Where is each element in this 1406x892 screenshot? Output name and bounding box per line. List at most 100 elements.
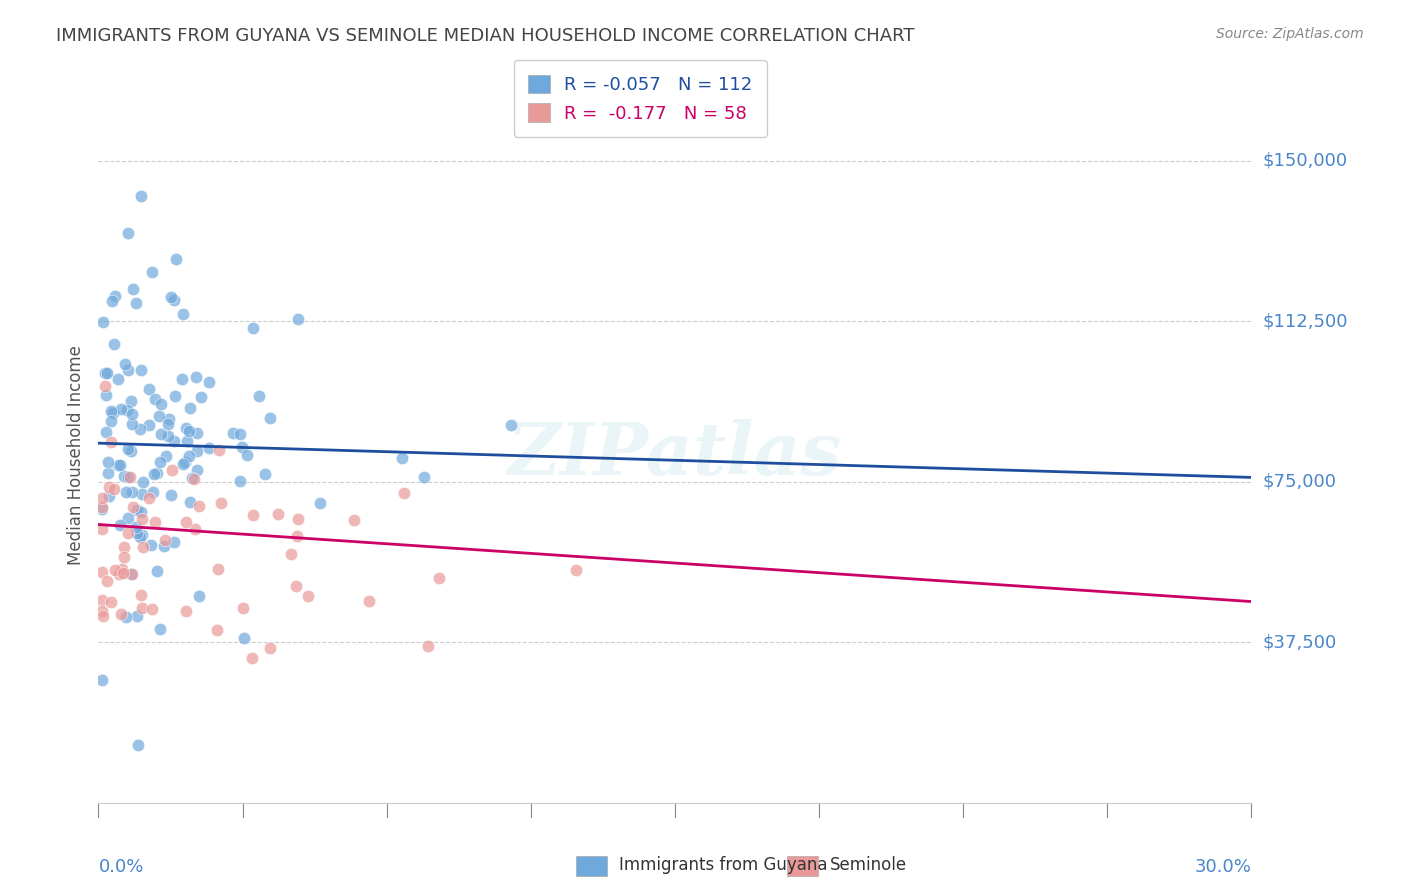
Point	[132, 540, 155, 554]
Point	[111, 566, 134, 580]
Point	[103, 337, 125, 351]
Point	[129, 588, 152, 602]
Point	[103, 406, 125, 420]
Point	[413, 470, 436, 484]
Point	[91, 603, 114, 617]
Point	[94, 425, 117, 439]
Point	[114, 357, 136, 371]
Point	[163, 434, 186, 449]
Point	[117, 526, 139, 541]
Point	[120, 444, 142, 458]
Point	[280, 547, 302, 561]
Point	[145, 564, 167, 578]
Point	[165, 252, 187, 266]
Point	[247, 389, 270, 403]
Point	[148, 409, 170, 423]
Point	[156, 417, 179, 431]
Point	[138, 491, 160, 505]
Point	[229, 474, 252, 488]
Point	[138, 382, 160, 396]
Text: IMMIGRANTS FROM GUYANA VS SEMINOLE MEDIAN HOUSEHOLD INCOME CORRELATION CHART: IMMIGRANTS FROM GUYANA VS SEMINOLE MEDIA…	[56, 27, 915, 45]
Point	[110, 562, 132, 576]
Point	[297, 589, 319, 603]
Point	[155, 533, 177, 548]
Point	[231, 441, 253, 455]
Point	[100, 414, 122, 428]
Point	[141, 602, 163, 616]
Point	[163, 389, 186, 403]
Point	[198, 441, 221, 455]
Point	[131, 487, 153, 501]
Point	[139, 538, 162, 552]
Point	[98, 480, 121, 494]
Point	[309, 496, 332, 510]
Point	[391, 451, 413, 466]
Point	[104, 289, 127, 303]
Point	[100, 595, 122, 609]
Point	[91, 491, 114, 506]
Point	[564, 563, 586, 577]
Text: Seminole: Seminole	[830, 856, 907, 874]
Point	[107, 566, 129, 581]
Point	[145, 467, 167, 481]
Point	[253, 467, 276, 481]
Point	[129, 189, 152, 203]
Point	[120, 566, 142, 581]
Point	[128, 530, 150, 544]
Point	[100, 403, 122, 417]
Point	[143, 516, 166, 530]
Point	[127, 739, 149, 753]
Point	[172, 307, 194, 321]
Point	[98, 489, 121, 503]
Point	[121, 566, 143, 581]
Point	[186, 425, 208, 440]
Point	[179, 401, 201, 416]
Point	[208, 442, 231, 457]
Point	[159, 412, 181, 426]
Point	[427, 571, 450, 585]
Point	[121, 500, 143, 514]
Point	[131, 511, 153, 525]
Point	[392, 486, 415, 500]
Point	[125, 520, 148, 534]
Point	[112, 550, 135, 565]
Point	[117, 511, 139, 525]
Point	[149, 426, 172, 441]
Point	[259, 640, 281, 655]
Point	[117, 226, 139, 240]
Point	[198, 376, 221, 390]
Point	[170, 372, 193, 386]
Point	[117, 442, 139, 457]
Point	[285, 529, 308, 543]
Point	[100, 293, 122, 308]
Point	[115, 485, 138, 500]
Point	[184, 522, 207, 536]
Point	[122, 282, 145, 296]
Point	[120, 470, 142, 484]
Point	[129, 506, 152, 520]
Point	[97, 455, 120, 469]
Point	[142, 484, 165, 499]
Point	[107, 372, 129, 386]
Point	[187, 589, 209, 603]
Point	[177, 449, 200, 463]
Point	[229, 427, 252, 442]
Point	[138, 417, 160, 432]
Text: 30.0%: 30.0%	[1195, 858, 1251, 877]
Text: $75,000: $75,000	[1263, 473, 1337, 491]
Text: ZIPatlas: ZIPatlas	[508, 419, 842, 491]
Text: Immigrants from Guyana: Immigrants from Guyana	[619, 856, 827, 874]
Point	[121, 408, 143, 422]
Point	[235, 448, 257, 462]
Point	[177, 424, 200, 438]
Point	[186, 444, 208, 458]
Point	[100, 434, 122, 449]
Point	[91, 565, 114, 579]
Point	[149, 397, 172, 411]
Point	[142, 467, 165, 481]
Point	[173, 455, 195, 469]
Point	[107, 458, 129, 473]
Point	[94, 387, 117, 401]
Point	[162, 293, 184, 307]
Point	[127, 526, 149, 541]
